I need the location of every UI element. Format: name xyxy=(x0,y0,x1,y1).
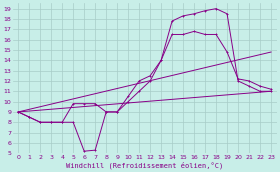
X-axis label: Windchill (Refroidissement éolien,°C): Windchill (Refroidissement éolien,°C) xyxy=(66,161,223,169)
